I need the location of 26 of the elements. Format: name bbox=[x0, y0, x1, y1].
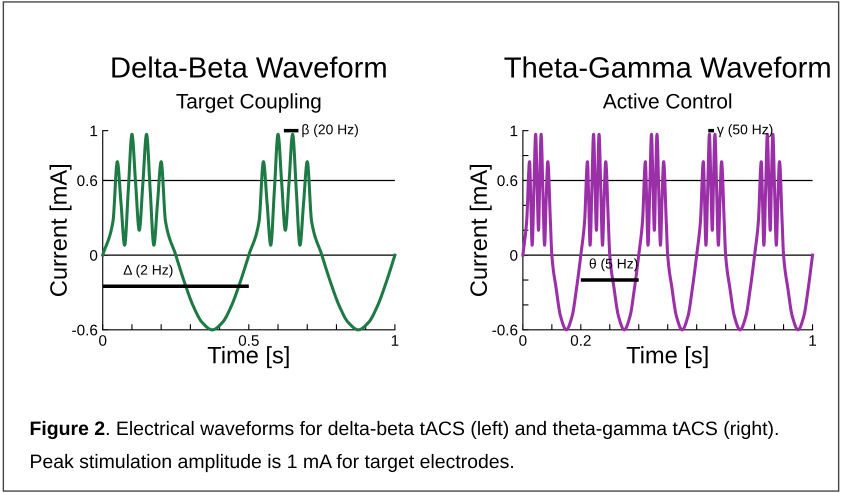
series-label: γ (50 Hz) bbox=[716, 124, 772, 138]
chart-title: Theta-Gamma Waveform bbox=[504, 56, 830, 78]
chart-subtitle: Active Control bbox=[602, 93, 732, 109]
series-label: Δ (2 Hz) bbox=[124, 264, 172, 278]
y-axis-title: Current [mA] bbox=[470, 164, 492, 296]
y-tick-label: 0 bbox=[90, 250, 98, 261]
y-tick-label: 0 bbox=[510, 250, 518, 261]
chart-title: Delta-Beta Waveform bbox=[112, 56, 386, 78]
y-tick-label: 1 bbox=[510, 126, 518, 136]
y-tick-label: 1 bbox=[90, 126, 98, 136]
x-tick-label: 0 bbox=[99, 335, 106, 346]
x-tick-label: 0.5 bbox=[238, 335, 259, 346]
chart-subtitle: Target Coupling bbox=[176, 93, 320, 113]
y-tick-label: -0.6 bbox=[492, 324, 518, 336]
y-tick-label: 0.6 bbox=[77, 175, 98, 186]
x-tick-label: 1 bbox=[392, 335, 398, 346]
y-axis-title: Current [mA] bbox=[50, 164, 72, 296]
series-label: β (20 Hz) bbox=[302, 124, 358, 138]
x-axis-title: Time [s] bbox=[626, 346, 708, 368]
x-tick-label: 0 bbox=[519, 335, 527, 346]
caption: Figure 2. Electrical waveforms for delta-beta tACS (left) and theta-gamma tACS (right). Peak stimulation amplitude is 1 mA for target electrodes. bbox=[30, 420, 778, 472]
x-axis-title: Time [s] bbox=[208, 346, 289, 368]
x-tick-label: 1 bbox=[809, 335, 816, 346]
y-tick-label: -0.6 bbox=[72, 324, 98, 336]
y-tick-label: 0.6 bbox=[497, 175, 518, 186]
x-tick-label: 0.2 bbox=[570, 335, 591, 346]
